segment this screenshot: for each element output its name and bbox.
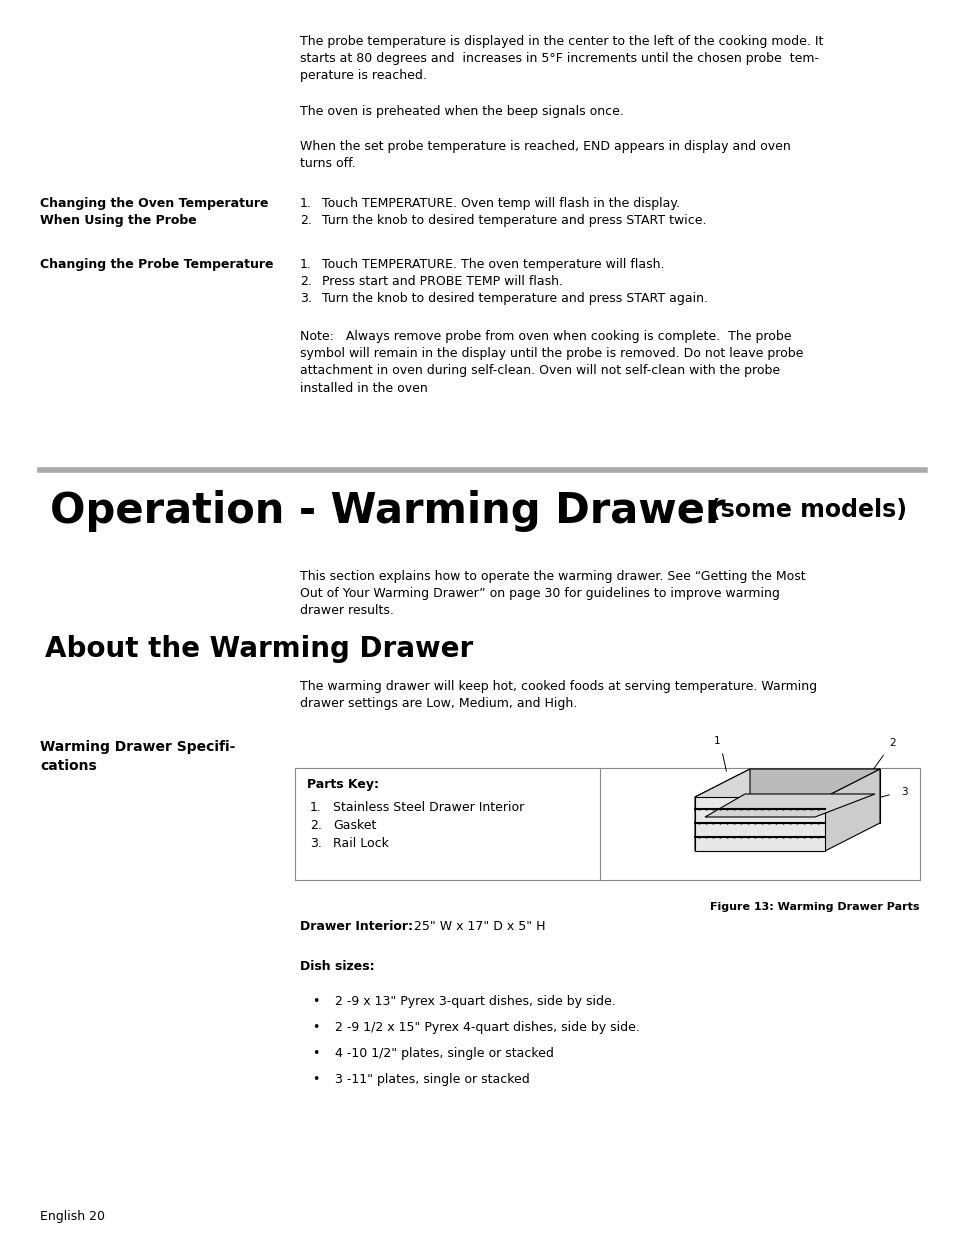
Bar (294, 768, 919, 881)
Text: 2 -9 1/2 x 15" Pyrex 4-quart dishes, side by side.: 2 -9 1/2 x 15" Pyrex 4-quart dishes, sid… (335, 1021, 639, 1034)
Text: When the set probe temperature is reached, END appears in display and oven
turns: When the set probe temperature is reache… (299, 140, 790, 170)
Text: 2.: 2. (299, 275, 312, 288)
Text: Touch TEMPERATURE. Oven temp will flash in the display.: Touch TEMPERATURE. Oven temp will flash … (322, 198, 679, 210)
Text: 3.: 3. (310, 837, 321, 850)
Text: Changing the Oven Temperature
When Using the Probe: Changing the Oven Temperature When Using… (40, 198, 268, 227)
Text: 3.: 3. (299, 291, 312, 305)
Text: 2.: 2. (310, 819, 321, 832)
Text: English 20: English 20 (40, 1210, 105, 1223)
Text: The oven is preheated when the beep signals once.: The oven is preheated when the beep sign… (299, 105, 623, 119)
Text: Stainless Steel Drawer Interior: Stainless Steel Drawer Interior (333, 802, 524, 814)
Text: •: • (312, 1021, 319, 1034)
Text: Turn the knob to desired temperature and press START again.: Turn the knob to desired temperature and… (322, 291, 707, 305)
Text: Rail Lock: Rail Lock (333, 837, 389, 850)
Text: Parts Key:: Parts Key: (307, 778, 378, 790)
Text: Operation - Warming Drawer: Operation - Warming Drawer (50, 490, 740, 532)
Polygon shape (695, 769, 749, 851)
Text: 3: 3 (900, 787, 906, 797)
Text: •: • (312, 995, 319, 1008)
Text: The probe temperature is displayed in the center to the left of the cooking mode: The probe temperature is displayed in th… (299, 35, 822, 83)
Text: Note:   Always remove probe from oven when cooking is complete.  The probe
symbo: Note: Always remove probe from oven when… (299, 330, 802, 395)
Text: Touch TEMPERATURE. The oven temperature will flash.: Touch TEMPERATURE. The oven temperature … (322, 258, 664, 270)
Text: 1.: 1. (299, 198, 312, 210)
Text: Figure 13: Warming Drawer Parts: Figure 13: Warming Drawer Parts (710, 902, 919, 911)
Text: 2.: 2. (299, 214, 312, 227)
Text: This section explains how to operate the warming drawer. See “Getting the Most
O: This section explains how to operate the… (299, 571, 804, 618)
Text: Turn the knob to desired temperature and press START twice.: Turn the knob to desired temperature and… (322, 214, 706, 227)
Text: (some models): (some models) (709, 498, 906, 522)
Text: 4 -10 1/2" plates, single or stacked: 4 -10 1/2" plates, single or stacked (335, 1047, 554, 1060)
Text: 1.: 1. (310, 802, 321, 814)
Text: Warming Drawer Specifi-
cations: Warming Drawer Specifi- cations (40, 740, 235, 773)
Text: About the Warming Drawer: About the Warming Drawer (45, 635, 473, 663)
Text: Gasket: Gasket (333, 819, 376, 832)
Polygon shape (695, 769, 879, 797)
Text: 3 -11" plates, single or stacked: 3 -11" plates, single or stacked (335, 1073, 529, 1086)
Polygon shape (704, 794, 874, 818)
Polygon shape (824, 769, 879, 851)
Text: •: • (312, 1073, 319, 1086)
Text: 1.: 1. (299, 258, 312, 270)
Polygon shape (749, 769, 879, 823)
Text: 1: 1 (713, 736, 720, 746)
Text: 2: 2 (889, 739, 896, 748)
Polygon shape (695, 797, 824, 851)
Text: Drawer Interior:: Drawer Interior: (299, 920, 413, 932)
Text: Changing the Probe Temperature: Changing the Probe Temperature (40, 258, 274, 270)
Text: 2 -9 x 13" Pyrex 3-quart dishes, side by side.: 2 -9 x 13" Pyrex 3-quart dishes, side by… (335, 995, 615, 1008)
Text: Press start and PROBE TEMP will flash.: Press start and PROBE TEMP will flash. (322, 275, 562, 288)
Text: The warming drawer will keep hot, cooked foods at serving temperature. Warming
d: The warming drawer will keep hot, cooked… (299, 680, 817, 710)
Text: •: • (312, 1047, 319, 1060)
Text: 25" W x 17" D x 5" H: 25" W x 17" D x 5" H (410, 920, 545, 932)
Text: Dish sizes:: Dish sizes: (299, 960, 375, 973)
